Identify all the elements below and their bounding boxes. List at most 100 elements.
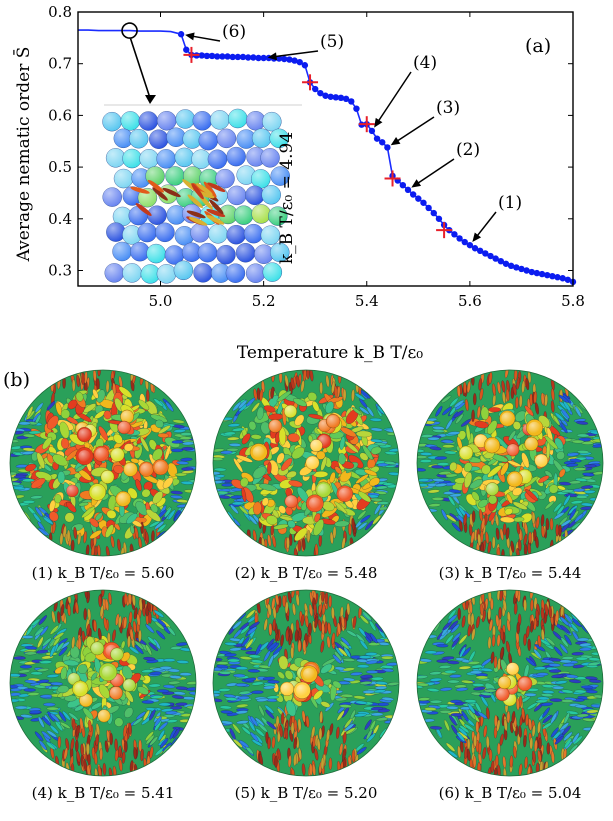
face-disc-highlight <box>508 473 521 486</box>
particle <box>290 646 294 659</box>
particle <box>218 688 231 692</box>
particle <box>38 716 45 728</box>
particle <box>99 605 104 618</box>
particle <box>238 739 249 748</box>
particle <box>224 653 237 657</box>
particle <box>105 524 114 538</box>
particle <box>337 371 342 384</box>
particle <box>497 742 501 755</box>
particle <box>27 406 34 418</box>
data-point <box>219 53 226 60</box>
particle <box>530 620 534 633</box>
particle <box>92 389 99 399</box>
particle <box>463 723 475 732</box>
particle <box>449 620 459 630</box>
particle <box>341 615 345 628</box>
particle <box>328 595 332 608</box>
particle <box>540 392 545 405</box>
inset-particle-highlight <box>175 109 195 129</box>
particle <box>286 536 290 550</box>
particle <box>471 664 484 669</box>
particle <box>244 677 257 682</box>
data-point <box>533 269 541 277</box>
particle <box>22 447 35 452</box>
particle <box>45 741 56 750</box>
particle <box>25 625 34 636</box>
particle <box>449 462 458 472</box>
particle <box>113 433 123 444</box>
face-disc-highlight <box>140 463 153 476</box>
particle <box>436 643 449 648</box>
particle <box>438 665 452 669</box>
particle <box>263 685 276 690</box>
particle <box>128 722 132 735</box>
particle <box>574 704 588 709</box>
particle <box>521 707 526 721</box>
particle <box>10 692 21 697</box>
particle <box>526 702 538 710</box>
particle <box>488 407 501 413</box>
particle <box>457 745 461 758</box>
particle <box>175 686 188 690</box>
annotation-arrow-head <box>390 136 401 146</box>
snapshot-particles <box>10 590 196 776</box>
inset-particle-highlight <box>155 222 175 242</box>
inset-particle-highlight <box>246 263 266 283</box>
particle <box>463 513 468 526</box>
data-point <box>183 46 190 53</box>
particle <box>506 711 511 724</box>
face-disc-highlight <box>486 483 499 496</box>
snapshot-5: (5) k_B T/ε₀ = 5.20 <box>212 589 400 802</box>
data-point <box>549 272 556 280</box>
inset-particle-highlight <box>226 147 246 167</box>
particle <box>537 635 542 648</box>
particle <box>36 649 49 654</box>
particle <box>579 647 592 652</box>
particle <box>233 458 243 473</box>
x-tick-label: 5.2 <box>252 292 276 310</box>
particle <box>300 614 305 627</box>
particle <box>77 532 82 545</box>
particle <box>441 395 452 404</box>
cross-marker <box>358 116 375 133</box>
particle <box>478 742 482 755</box>
particle <box>168 680 181 685</box>
particle <box>266 695 280 700</box>
particle <box>533 666 546 671</box>
particle <box>258 723 268 733</box>
particle <box>30 478 46 489</box>
particle <box>427 688 440 692</box>
face-disc-highlight <box>485 439 498 452</box>
particle <box>336 710 345 721</box>
particle <box>159 738 169 748</box>
face-disc-highlight <box>123 679 136 692</box>
particle <box>135 479 142 491</box>
particle <box>93 370 97 382</box>
particle <box>502 523 507 536</box>
particle <box>104 598 109 611</box>
particle <box>110 535 115 548</box>
data-point <box>384 144 391 151</box>
inset-rod <box>207 182 226 192</box>
particle <box>550 712 557 724</box>
particle <box>463 462 473 473</box>
particle <box>81 372 85 386</box>
particle <box>325 401 334 414</box>
particle <box>294 414 305 426</box>
face-disc-highlight <box>111 448 124 461</box>
particle <box>492 383 496 396</box>
particle <box>334 466 342 475</box>
particle <box>451 637 460 648</box>
particle <box>535 402 539 415</box>
particle <box>342 677 356 682</box>
particle <box>524 405 534 417</box>
particle <box>338 452 346 465</box>
face-disc-highlight <box>117 492 130 505</box>
annotation-label: (3) <box>436 98 460 118</box>
particle <box>525 489 539 502</box>
particle <box>13 656 26 660</box>
particle <box>239 656 253 660</box>
particle <box>123 724 127 738</box>
annotation-arrow-head <box>411 179 422 188</box>
inset-particle-highlight <box>174 147 194 167</box>
